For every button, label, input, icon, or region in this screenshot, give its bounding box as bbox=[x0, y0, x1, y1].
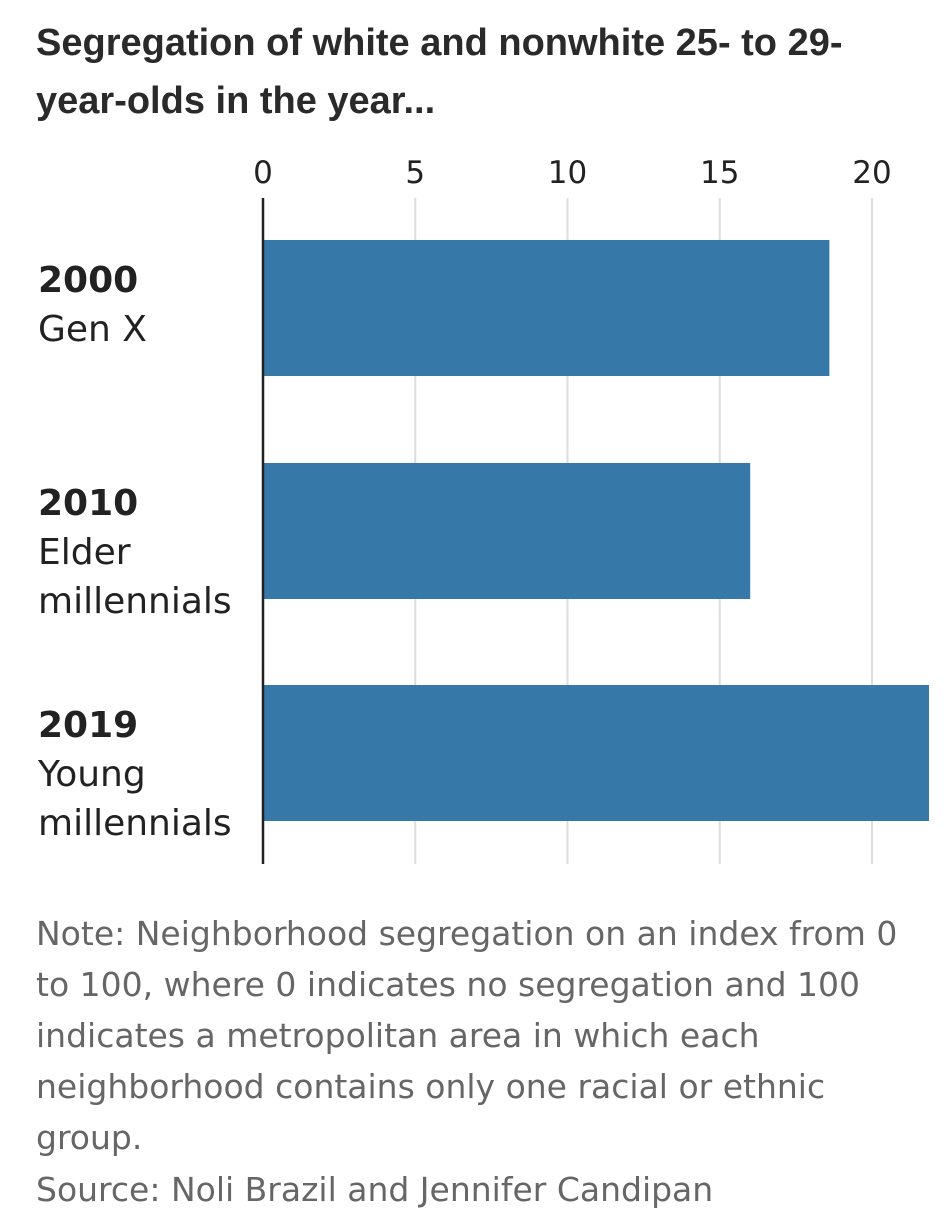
bar-2000 bbox=[263, 240, 830, 376]
category-label-2019-line-2: millennials bbox=[38, 803, 232, 844]
x-tick-label-0: 0 bbox=[253, 155, 273, 191]
x-tick-label-15: 15 bbox=[700, 155, 739, 191]
category-label-2019-line-1: Young bbox=[37, 754, 146, 795]
x-tick-label-10: 10 bbox=[548, 155, 587, 191]
chart-title: Segregation of white and nonwhite 25- to… bbox=[36, 22, 843, 122]
chart-source: Source: Noli Brazil and Jennifer Candipa… bbox=[36, 1170, 714, 1209]
bars bbox=[263, 240, 929, 821]
category-year-2010: 2010 bbox=[38, 483, 138, 524]
x-tick-label-20: 20 bbox=[852, 155, 891, 191]
category-year-2000: 2000 bbox=[38, 260, 138, 301]
x-axis-ticks: 0 5 10 15 20 bbox=[253, 155, 892, 191]
category-year-2019: 2019 bbox=[38, 705, 138, 746]
chart-note: Note: Neighborhood segregation on an ind… bbox=[36, 914, 898, 1157]
category-labels: 2000 Gen X 2010 Elder millennials 2019 Young mi… bbox=[37, 260, 232, 844]
category-label-2010-line-1: Elder bbox=[38, 532, 131, 573]
x-tick-label-5: 5 bbox=[405, 155, 425, 191]
bar-2010 bbox=[263, 463, 751, 599]
category-label-2000-line-1: Gen X bbox=[38, 309, 147, 350]
category-label-2010-line-2: millennials bbox=[38, 581, 232, 622]
bar-2019 bbox=[263, 685, 929, 821]
